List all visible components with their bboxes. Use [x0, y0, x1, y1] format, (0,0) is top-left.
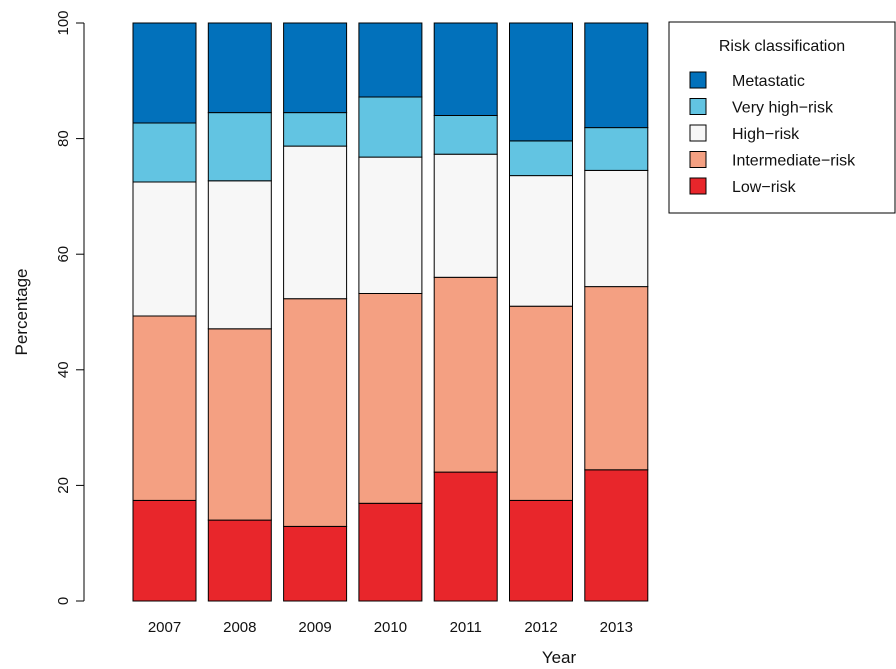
y-tick-label-100: 100 [55, 10, 72, 35]
legend-box [668, 21, 896, 214]
y-tick-label-0: 0 [55, 597, 72, 605]
x-tick-label-2013: 2013 [600, 619, 633, 636]
legend-label-3: Intermediate−risk [732, 153, 856, 170]
bar-2010-series-2 [358, 156, 423, 294]
bar-2008-series-1 [207, 328, 272, 521]
legend-swatch-4 [689, 177, 707, 195]
x-tick-label-2012: 2012 [524, 619, 557, 636]
y-tick-label-20: 20 [55, 477, 72, 494]
bar-2009-series-3 [283, 112, 348, 147]
legend-label-0: Metastatic [732, 73, 805, 90]
legend: Risk classification Metastatic Very high−… [668, 21, 896, 214]
legend-label-4: Low−risk [732, 179, 797, 196]
bar-2009-series-1 [283, 298, 348, 527]
legend-swatch-1 [689, 98, 707, 115]
bar-2010-series-1 [358, 293, 423, 504]
y-tick-label-40: 40 [55, 361, 72, 378]
bar-2010-series-4 [358, 22, 423, 98]
bar-2007-series-3 [132, 122, 197, 183]
bar-2008-series-0 [207, 519, 272, 602]
legend-label-2: High−risk [732, 126, 800, 143]
bar-2009-series-0 [283, 525, 348, 602]
bar-2011-series-0 [433, 471, 498, 602]
bar-2013-series-3 [584, 127, 649, 171]
bar-2009-series-4 [283, 22, 348, 114]
bar-2012-series-2 [509, 175, 573, 307]
bar-2012-series-4 [509, 22, 573, 142]
bar-2012-series-0 [509, 499, 573, 602]
x-tick-label-2011: 2011 [450, 619, 482, 636]
bar-2007-series-4 [132, 22, 197, 124]
bar-2011-series-3 [433, 115, 498, 155]
y-axis-title: Percentage [12, 269, 31, 356]
bar-2013-series-0 [584, 469, 649, 602]
legend-label-1: Very high−risk [732, 100, 834, 117]
bar-2008-series-2 [207, 180, 272, 330]
x-axis-title: Year [542, 648, 577, 667]
bar-2012-series-3 [509, 140, 573, 177]
bar-2011-series-2 [433, 153, 498, 278]
bar-2011-series-4 [433, 22, 498, 116]
legend-swatch-0 [689, 71, 707, 89]
legend-title: Risk classification [719, 38, 845, 55]
x-tick-label-2009: 2009 [298, 619, 331, 636]
bar-2008-series-4 [207, 22, 272, 114]
bar-2013-series-1 [584, 286, 649, 471]
legend-swatch-2 [689, 124, 707, 142]
bars-group [132, 22, 649, 602]
x-tick-label-2008: 2008 [223, 619, 256, 636]
bar-2007-series-0 [132, 499, 197, 602]
bar-2012-series-1 [509, 305, 573, 501]
bar-2011-series-1 [433, 276, 498, 473]
bar-2007-series-1 [132, 315, 197, 501]
y-tick-label-60: 60 [55, 246, 72, 263]
x-tick-label-2010: 2010 [374, 619, 407, 636]
bar-2010-series-3 [358, 96, 423, 158]
bar-2013-series-2 [584, 169, 649, 288]
bar-2010-series-0 [358, 502, 423, 602]
bar-2008-series-3 [207, 112, 272, 182]
x-axis: 2007 2008 2009 2010 2011 2012 2013 [148, 619, 633, 636]
bar-2007-series-2 [132, 181, 197, 317]
y-tick-label-80: 80 [55, 130, 72, 147]
x-tick-label-2007: 2007 [148, 619, 181, 636]
bar-2013-series-4 [584, 22, 649, 129]
legend-swatch-3 [689, 151, 707, 168]
bar-2009-series-2 [283, 145, 348, 300]
y-axis: 0 20 40 60 80 100 [55, 10, 85, 605]
